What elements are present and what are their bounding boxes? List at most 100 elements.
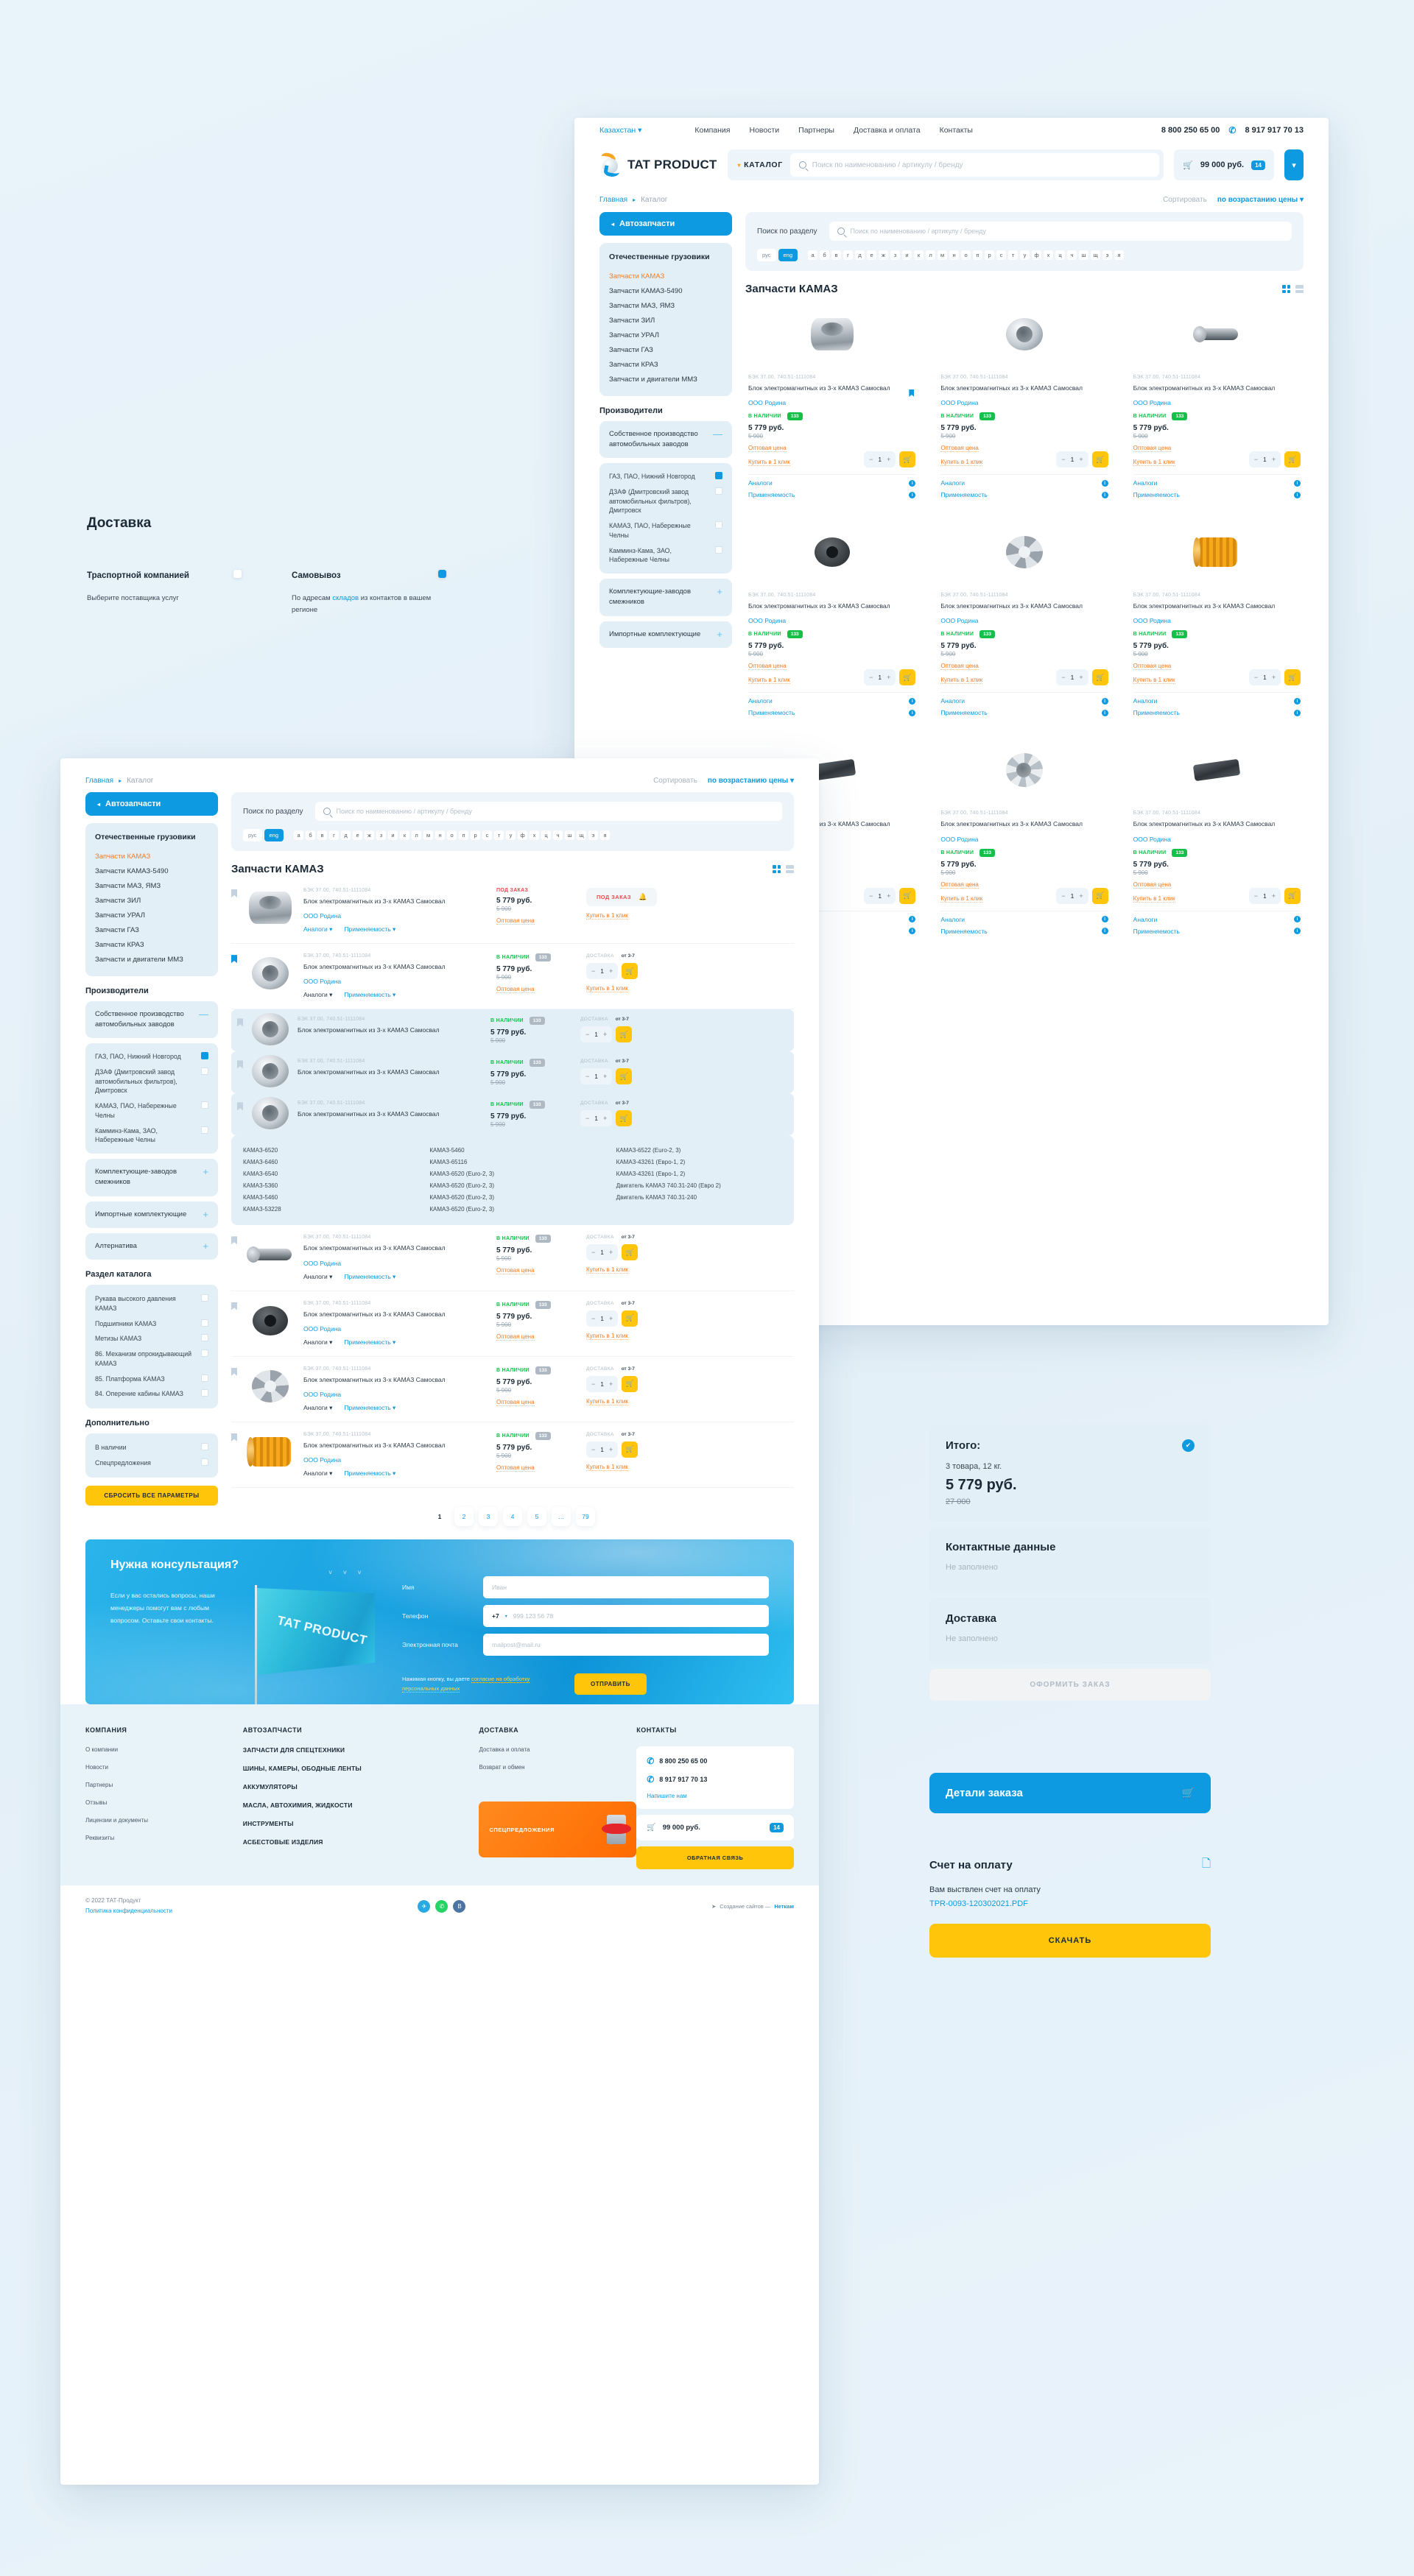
footer-link-returns[interactable]: Возврат и обмен	[479, 1764, 525, 1771]
footer-link-tires[interactable]: ШИНЫ, КАМЕРЫ, ОБОДНЫЕ ЛЕНТЫ	[242, 1765, 362, 1773]
info-icon[interactable]: i	[909, 697, 916, 705]
alphabet-letter-е[interactable]: е	[353, 830, 363, 840]
list-view-icon[interactable]	[786, 865, 794, 873]
wholesale-price-link[interactable]: Оптовая цена	[940, 663, 979, 671]
analogs-link[interactable]: Аналоги	[940, 479, 965, 487]
list-item[interactable]: БЭК 37.00, 740.51-1111084 Блок электромаг…	[231, 1225, 794, 1291]
alphabet-letter-е[interactable]: е	[867, 250, 877, 260]
privacy-policy-link[interactable]: Политика конфиденциальности	[85, 1908, 173, 1915]
section-search-input[interactable]: Поиск по наименованию / артикулу / бренд…	[829, 222, 1292, 241]
lang-rus[interactable]: рус	[243, 829, 262, 841]
analogs-link[interactable]: Аналоги	[748, 697, 773, 705]
delivery-option-pickup[interactable]: Самовывоз По адресам складов из контакто…	[292, 570, 446, 617]
alphabet-letter-м[interactable]: м	[423, 830, 434, 840]
quantity-stepper[interactable]: −1 +	[586, 1244, 619, 1261]
alphabet-letter-н[interactable]: н	[949, 250, 960, 260]
applicability-link[interactable]: Применяемость ▾	[344, 1272, 396, 1280]
alphabet-letter-л[interactable]: л	[926, 250, 936, 260]
alphabet-letter-т[interactable]: т	[494, 830, 504, 840]
analogs-link[interactable]: Аналоги ▾	[303, 1469, 333, 1478]
alphabet-letter-с[interactable]: с	[996, 250, 1007, 260]
qty-minus[interactable]: −	[1253, 892, 1258, 900]
info-icon[interactable]: i	[909, 928, 916, 935]
qty-plus[interactable]: +	[1079, 456, 1083, 464]
alphabet-letter-щ[interactable]: щ	[577, 830, 587, 840]
sidebar-back-button[interactable]: ◂ Автозапчасти	[85, 792, 218, 816]
footer-link-tools[interactable]: ИНСТРУМЕНТЫ	[242, 1820, 294, 1828]
wholesale-price-link[interactable]: Оптовая цена	[496, 1398, 535, 1406]
qty-minus[interactable]: −	[585, 1115, 590, 1123]
expand-icon[interactable]: +	[717, 628, 722, 640]
checkbox[interactable]	[201, 1349, 208, 1358]
alphabet-letter-щ[interactable]: щ	[1091, 250, 1101, 260]
alphabet-letter-у[interactable]: у	[1020, 250, 1030, 260]
alphabet-letter-ш[interactable]: ш	[1079, 250, 1089, 260]
analogs-link[interactable]: Аналоги ▾	[303, 1403, 333, 1411]
buy-one-click-link[interactable]: Купить в 1 клик	[586, 1332, 628, 1340]
alphabet-letter-ц[interactable]: ц	[541, 830, 552, 840]
expand-icon[interactable]: +	[203, 1240, 208, 1252]
manufacturer-group-imported[interactable]: Импортные комплектующие +	[85, 1201, 218, 1228]
quantity-stepper[interactable]: −1 +	[1056, 451, 1088, 468]
checkbox[interactable]	[201, 1389, 208, 1397]
vk-icon[interactable]: B	[453, 1899, 466, 1913]
qty-plus[interactable]: +	[1271, 456, 1276, 464]
buy-one-click-link[interactable]: Купить в 1 клик	[748, 677, 790, 685]
applicability-link[interactable]: Применяемость ▾	[344, 1338, 396, 1346]
page-1[interactable]: 1	[437, 1513, 442, 1521]
bookmark-icon[interactable]	[237, 1060, 243, 1069]
buy-one-click-link[interactable]: Купить в 1 клик	[586, 1266, 628, 1274]
info-icon[interactable]: i	[909, 479, 916, 487]
cart-expand-button[interactable]: ▾	[1284, 149, 1304, 180]
product-vendor[interactable]: ООО Родина	[303, 1390, 342, 1398]
product-vendor[interactable]: ООО Родина	[303, 1259, 342, 1267]
quantity-stepper[interactable]: −1 +	[864, 669, 896, 686]
sort-value[interactable]: по возрастанию цены ▾	[1217, 195, 1304, 204]
product-vendor[interactable]: ООО Родина	[1133, 617, 1171, 625]
sidebar-item-zil[interactable]: Запчасти ЗИЛ	[609, 317, 655, 325]
manufacturer-group-own[interactable]: Собственное производство автомобильных з…	[85, 1001, 218, 1039]
manufacturer-group-imported[interactable]: Импортные комплектующие +	[599, 621, 732, 648]
wholesale-price-link[interactable]: Оптовая цена	[1133, 445, 1172, 453]
footer-link-licenses[interactable]: Лицензии и документы	[85, 1817, 148, 1824]
alphabet-letter-а[interactable]: а	[808, 250, 818, 260]
applicability-link[interactable]: Применяемость	[1133, 491, 1180, 499]
checkbox-row[interactable]: 85. Платформа КАМАЗ	[95, 1372, 208, 1387]
list-item[interactable]: БЭК 37.00, 740.51-1111084 Блок электромаг…	[231, 1093, 794, 1136]
quantity-stepper[interactable]: −1 +	[864, 451, 896, 468]
footer-phone-1[interactable]: ✆ 8 800 250 65 00	[647, 1756, 708, 1767]
checkbox[interactable]	[201, 1319, 208, 1327]
applicability-link[interactable]: Применяемость ▾	[344, 1469, 396, 1478]
product-vendor[interactable]: ООО Родина	[940, 617, 979, 625]
quantity-stepper[interactable]: −1 +	[580, 1026, 613, 1043]
alphabet-letter-я[interactable]: я	[600, 830, 611, 840]
buy-one-click-link[interactable]: Купить в 1 клик	[586, 985, 628, 993]
lang-eng[interactable]: eng	[778, 249, 798, 261]
add-to-cart-button[interactable]: 🛒	[1284, 451, 1301, 468]
list-view-icon[interactable]	[1295, 285, 1304, 293]
write-us-link[interactable]: Напишите нам	[647, 1793, 687, 1800]
analogs-link[interactable]: Аналоги ▾	[303, 1272, 333, 1280]
wholesale-price-link[interactable]: Оптовая цена	[496, 986, 535, 994]
checkbox[interactable]	[201, 1443, 208, 1451]
qty-minus[interactable]: −	[591, 1380, 596, 1388]
manufacturer-group-own[interactable]: Собственное производство автомобильных з…	[599, 420, 732, 459]
maker-name[interactable]: Неткам	[774, 1902, 794, 1910]
sort-value[interactable]: по возрастанию цены ▾	[707, 776, 794, 785]
expand-icon[interactable]: +	[717, 586, 722, 598]
manufacturer-group-suppliers[interactable]: Комплектующие-заводов смежников +	[599, 579, 732, 616]
qty-minus[interactable]: −	[1061, 456, 1066, 464]
alphabet-letter-д[interactable]: д	[855, 250, 865, 260]
analogs-link[interactable]: Аналоги ▾	[303, 991, 333, 999]
qty-minus[interactable]: −	[1253, 674, 1258, 682]
product-card[interactable]: БЭК 37.00, 740.51-1111084 Блок электромаг…	[745, 516, 918, 724]
wholesale-price-link[interactable]: Оптовая цена	[748, 663, 787, 671]
info-icon[interactable]: i	[1101, 697, 1108, 705]
feedback-button[interactable]: ОБРАТНАЯ СВЯЗЬ	[636, 1846, 795, 1870]
qty-minus[interactable]: −	[1253, 456, 1258, 464]
checkbox-row[interactable]: Рукава высокого давления КАМАЗ	[95, 1291, 208, 1316]
product-vendor[interactable]: ООО Родина	[940, 835, 979, 843]
product-card[interactable]: БЭК 37.00, 740.51-1111084 Блок электромаг…	[938, 516, 1111, 724]
footer-link-asbestos[interactable]: АСБЕСТОВЫЕ ИЗДЕЛИЯ	[242, 1838, 323, 1846]
chevron-down-icon[interactable]: ▾	[504, 1614, 507, 1619]
